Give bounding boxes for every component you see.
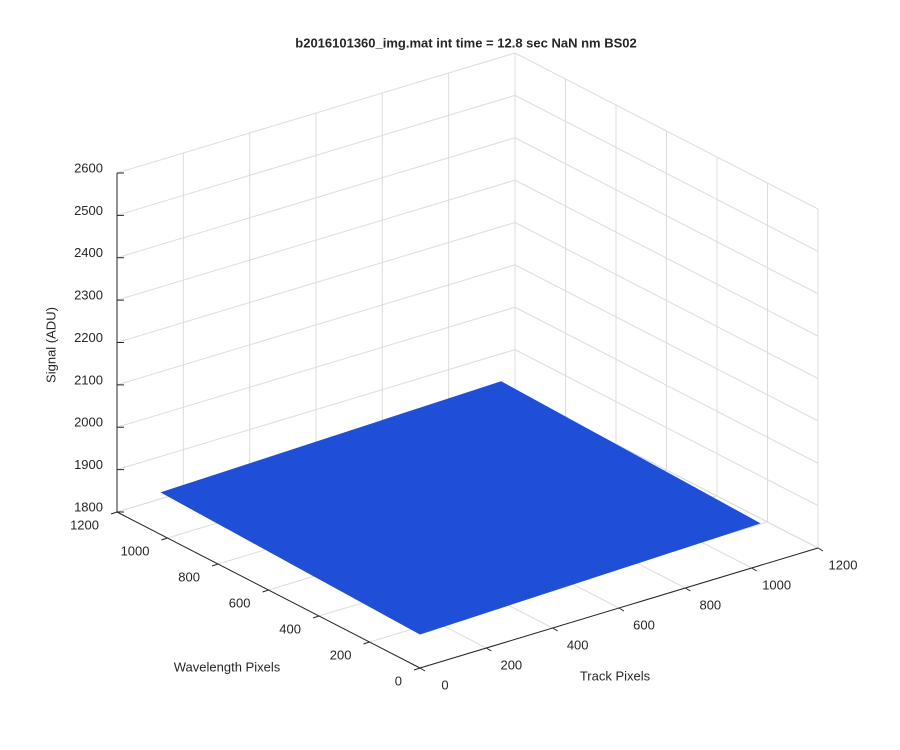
grid-line <box>514 306 819 464</box>
grid-line <box>116 222 516 343</box>
x-tick-label: 1000 <box>762 577 791 592</box>
grid-line <box>116 137 516 259</box>
x-tick-label: 1200 <box>829 557 858 572</box>
y-tick <box>413 667 421 671</box>
y-tick <box>161 537 168 541</box>
surface-patch <box>354 570 506 635</box>
x-tick-label: 400 <box>567 637 589 652</box>
z-tick-label: 2200 <box>74 330 103 345</box>
grid-line <box>514 137 819 295</box>
z-tick-label: 1800 <box>74 499 103 514</box>
y-tick-label: 600 <box>229 595 251 610</box>
y-axis-label: Wavelength Pixels <box>174 659 281 674</box>
x-tick <box>817 547 824 552</box>
y-tick-label: 200 <box>330 647 352 662</box>
y-tick-label: 800 <box>178 569 200 584</box>
z-tick-label: 2300 <box>74 288 103 303</box>
x-tick <box>685 587 691 592</box>
grid-line <box>116 264 516 386</box>
grid-line <box>116 306 516 428</box>
grid-line <box>514 264 819 422</box>
y-tick-label: 1200 <box>70 517 99 532</box>
y-tick-label: 1000 <box>121 543 150 558</box>
grid-line <box>514 94 819 252</box>
grid-line <box>514 52 819 210</box>
grid-line <box>514 349 819 507</box>
x-tick-label: 0 <box>441 677 448 692</box>
x-tick <box>486 647 492 652</box>
z-axis-label: Signal (ADU) <box>43 307 58 383</box>
z-tick-label: 2400 <box>74 245 103 260</box>
grid-line <box>116 94 516 216</box>
y-tick <box>262 589 269 593</box>
x-tick <box>552 627 558 632</box>
x-tick-label: 800 <box>699 597 721 612</box>
z-tick-label: 1900 <box>74 457 103 472</box>
x-tick-label: 200 <box>500 657 522 672</box>
y-tick-label: 0 <box>395 673 402 688</box>
grid-line <box>514 179 819 337</box>
z-tick-label: 2100 <box>74 372 103 387</box>
z-tick-label: 2000 <box>74 415 103 430</box>
z-tick-label: 2600 <box>74 160 103 175</box>
x-tick <box>751 567 757 572</box>
y-tick <box>312 615 320 619</box>
y-tick <box>363 641 370 645</box>
x-tick-label: 600 <box>633 617 655 632</box>
y-tick <box>211 563 219 567</box>
z-tick-label: 2500 <box>74 203 103 218</box>
grid-line <box>116 349 516 471</box>
x-tick <box>419 667 426 672</box>
grid-line <box>514 222 819 379</box>
x-axis-label: Track Pixels <box>580 668 651 683</box>
y-tick <box>110 511 118 515</box>
x-tick <box>618 607 625 612</box>
y-tick-label: 400 <box>279 621 301 636</box>
chart-title: b2016101360_img.mat int time = 12.8 sec … <box>295 35 636 50</box>
grid-line <box>116 179 516 301</box>
grid-line <box>116 52 516 174</box>
